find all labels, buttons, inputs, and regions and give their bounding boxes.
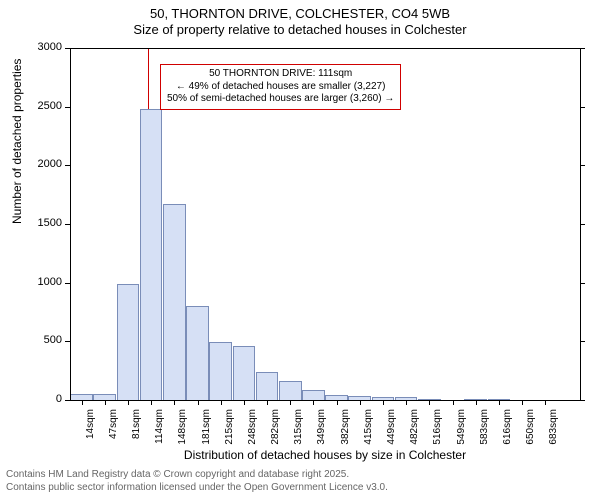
annotation-line2: ← 49% of detached houses are smaller (3,…: [167, 81, 394, 94]
x-tick-label: 449sqm: [386, 409, 397, 459]
x-tick-label: 549sqm: [456, 409, 467, 459]
x-tick-label: 482sqm: [409, 409, 420, 459]
x-tick-label: 583sqm: [479, 409, 490, 459]
chart-title-line1: 50, THORNTON DRIVE, COLCHESTER, CO4 5WB: [0, 6, 600, 21]
x-tick-label: 349sqm: [316, 409, 327, 459]
x-tick-label: 282sqm: [270, 409, 281, 459]
y-tick: [65, 341, 70, 342]
footer-line2: Contains public sector information licen…: [6, 482, 388, 493]
x-tick: [105, 400, 106, 405]
footer-line1: Contains HM Land Registry data © Crown c…: [6, 469, 349, 480]
x-tick-label: 315sqm: [293, 409, 304, 459]
x-tick-label: 650sqm: [525, 409, 536, 459]
x-tick: [290, 400, 291, 405]
x-tick: [406, 400, 407, 405]
x-tick: [522, 400, 523, 405]
chart-container: 50, THORNTON DRIVE, COLCHESTER, CO4 5WB …: [0, 0, 600, 500]
x-tick: [383, 400, 384, 405]
y-tick: [65, 283, 70, 284]
x-tick: [545, 400, 546, 405]
y-tick-label: 0: [22, 393, 62, 405]
x-tick: [499, 400, 500, 405]
histogram-bar: [140, 109, 163, 401]
x-tick: [267, 400, 268, 405]
histogram-bar: [209, 342, 232, 401]
x-tick: [151, 400, 152, 405]
x-tick-label: 114sqm: [154, 409, 165, 459]
histogram-bar: [117, 284, 140, 401]
annotation-line3: 50% of semi-detached houses are larger (…: [167, 93, 394, 106]
annotation-box: 50 THORNTON DRIVE: 111sqm ← 49% of detac…: [160, 64, 401, 110]
y-tick: [580, 165, 585, 166]
x-tick-label: 683sqm: [548, 409, 559, 459]
y-tick: [65, 107, 70, 108]
x-tick-label: 148sqm: [177, 409, 188, 459]
x-tick-label: 181sqm: [201, 409, 212, 459]
histogram-bar: [163, 204, 186, 401]
x-tick-label: 516sqm: [432, 409, 443, 459]
y-tick-label: 1500: [22, 217, 62, 229]
x-tick: [174, 400, 175, 405]
x-tick: [82, 400, 83, 405]
y-tick-label: 3000: [22, 41, 62, 53]
histogram-bar: [186, 306, 209, 401]
chart-title-line2: Size of property relative to detached ho…: [0, 22, 600, 37]
y-tick-label: 2000: [22, 158, 62, 170]
x-tick-label: 248sqm: [247, 409, 258, 459]
x-tick-label: 81sqm: [131, 409, 142, 459]
x-axis-line: [70, 400, 580, 401]
x-tick: [429, 400, 430, 405]
y-tick-label: 1000: [22, 276, 62, 288]
x-tick-label: 14sqm: [85, 409, 96, 459]
y-tick: [580, 400, 585, 401]
x-tick: [337, 400, 338, 405]
x-tick: [453, 400, 454, 405]
y-tick: [65, 224, 70, 225]
y-tick-label: 2500: [22, 100, 62, 112]
x-tick-label: 415sqm: [363, 409, 374, 459]
x-tick: [198, 400, 199, 405]
x-tick: [244, 400, 245, 405]
annotation-line1: 50 THORNTON DRIVE: 111sqm: [167, 68, 394, 81]
x-tick: [313, 400, 314, 405]
x-tick-label: 616sqm: [502, 409, 513, 459]
y-axis-title: Number of detached properties: [10, 59, 24, 224]
x-tick: [221, 400, 222, 405]
x-tick-label: 382sqm: [340, 409, 351, 459]
x-tick: [476, 400, 477, 405]
y-tick: [580, 224, 585, 225]
x-tick: [128, 400, 129, 405]
x-tick: [360, 400, 361, 405]
x-tick-label: 47sqm: [108, 409, 119, 459]
y-tick: [580, 283, 585, 284]
y-tick: [580, 48, 585, 49]
y-tick: [65, 400, 70, 401]
histogram-bar: [279, 381, 302, 401]
y-tick-label: 500: [22, 334, 62, 346]
x-tick-label: 215sqm: [224, 409, 235, 459]
histogram-bar: [256, 372, 279, 401]
y-tick: [65, 165, 70, 166]
histogram-bar: [233, 346, 256, 401]
y-tick: [65, 48, 70, 49]
y-tick: [580, 341, 585, 342]
y-tick: [580, 107, 585, 108]
y-axis-line: [70, 48, 71, 400]
